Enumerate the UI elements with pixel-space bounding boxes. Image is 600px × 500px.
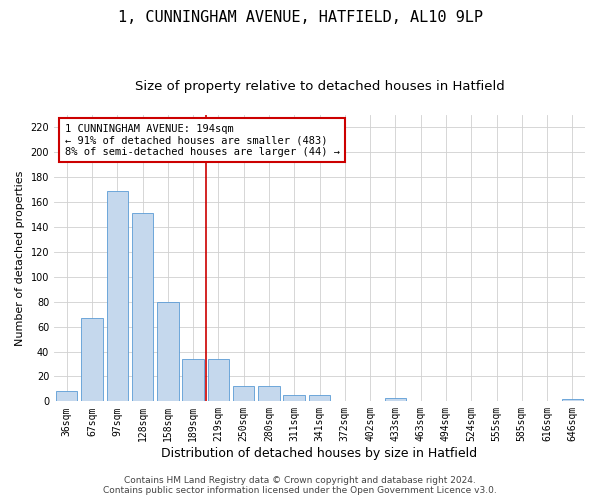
Text: 1 CUNNINGHAM AVENUE: 194sqm
← 91% of detached houses are smaller (483)
8% of sem: 1 CUNNINGHAM AVENUE: 194sqm ← 91% of det… [65, 124, 340, 157]
Bar [283, 395, 305, 402]
X-axis label: Distribution of detached houses by size in Hatfield: Distribution of detached houses by size … [161, 447, 478, 460]
Bar [309, 395, 330, 402]
Text: 1, CUNNINGHAM AVENUE, HATFIELD, AL10 9LP: 1, CUNNINGHAM AVENUE, HATFIELD, AL10 9LP [118, 10, 482, 25]
Text: Contains HM Land Registry data © Crown copyright and database right 2024.
Contai: Contains HM Land Registry data © Crown c… [103, 476, 497, 495]
Bar [258, 386, 280, 402]
Bar [81, 318, 103, 402]
Bar [157, 302, 179, 402]
Y-axis label: Number of detached properties: Number of detached properties [15, 170, 25, 346]
Title: Size of property relative to detached houses in Hatfield: Size of property relative to detached ho… [134, 80, 505, 93]
Bar [208, 359, 229, 402]
Bar [233, 386, 254, 402]
Bar [385, 398, 406, 402]
Bar [182, 359, 204, 402]
Bar [562, 399, 583, 402]
Bar [132, 214, 153, 402]
Bar [107, 191, 128, 402]
Bar [56, 392, 77, 402]
